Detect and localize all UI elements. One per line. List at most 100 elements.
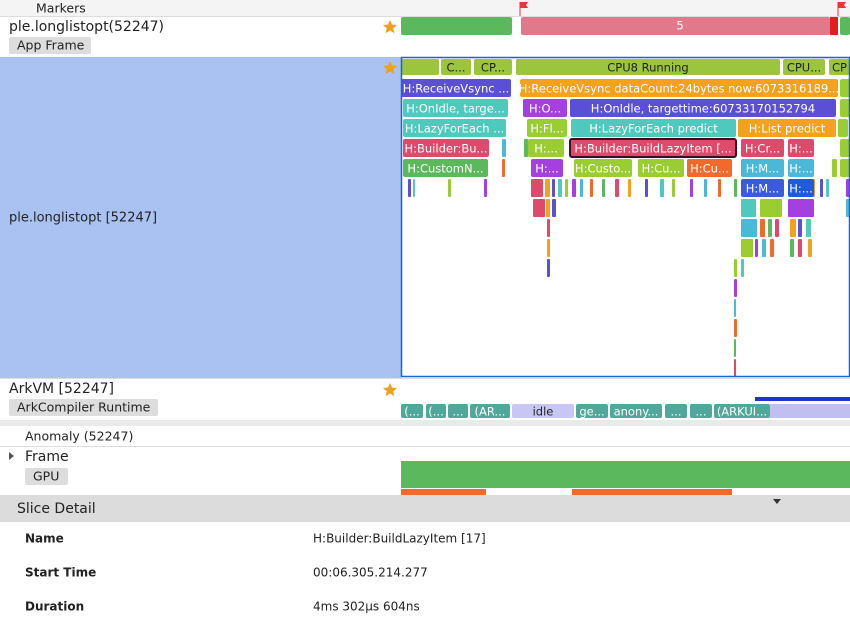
slice[interactable]	[788, 199, 814, 217]
slice[interactable]	[645, 179, 648, 197]
vm-slice[interactable]	[448, 404, 468, 418]
slice[interactable]	[403, 99, 508, 117]
slice[interactable]	[832, 159, 837, 177]
slice[interactable]	[403, 159, 488, 177]
slice[interactable]	[788, 139, 814, 157]
slice[interactable]	[531, 179, 543, 197]
slice[interactable]	[798, 239, 802, 257]
slice[interactable]	[602, 179, 605, 197]
slice[interactable]	[413, 179, 415, 197]
slice[interactable]	[403, 139, 489, 157]
slice[interactable]	[820, 179, 823, 197]
slice[interactable]	[408, 179, 411, 197]
slice[interactable]	[840, 139, 850, 157]
slice[interactable]	[524, 139, 528, 157]
slice[interactable]	[704, 179, 707, 197]
favorite-star[interactable]	[383, 20, 397, 34]
slice[interactable]	[401, 59, 439, 75]
slice[interactable]	[474, 59, 512, 75]
slice[interactable]	[628, 179, 631, 197]
slice[interactable]	[788, 179, 814, 197]
slice[interactable]	[531, 159, 563, 177]
slice[interactable]	[574, 159, 632, 177]
slice[interactable]	[738, 119, 836, 137]
vm-slice[interactable]	[576, 404, 608, 418]
slice[interactable]	[527, 119, 567, 137]
slice[interactable]	[570, 99, 836, 117]
slice[interactable]	[441, 59, 471, 75]
slice[interactable]	[775, 219, 779, 237]
slice[interactable]	[690, 179, 693, 197]
frame-slice[interactable]	[840, 17, 850, 35]
vm-slice[interactable]	[470, 404, 510, 418]
slice[interactable]	[571, 119, 736, 137]
slice[interactable]	[788, 159, 814, 177]
slice[interactable]	[523, 99, 567, 117]
slice[interactable]	[672, 179, 675, 197]
slice[interactable]	[547, 259, 550, 277]
frame-slice[interactable]	[521, 17, 830, 35]
slice[interactable]	[638, 159, 684, 177]
slice[interactable]	[734, 299, 736, 317]
slice[interactable]	[760, 219, 765, 237]
slice[interactable]	[741, 199, 756, 217]
slice[interactable]	[741, 139, 784, 157]
frame-slice[interactable]	[830, 17, 838, 35]
slice[interactable]	[448, 179, 451, 197]
slice[interactable]	[580, 179, 583, 197]
slice[interactable]	[734, 359, 736, 377]
slice[interactable]	[826, 179, 829, 197]
slice[interactable]	[533, 199, 545, 217]
slice[interactable]	[741, 259, 744, 277]
slice[interactable]	[734, 339, 736, 357]
vm-slice[interactable]	[714, 404, 770, 418]
slice[interactable]	[401, 79, 511, 97]
slice[interactable]	[687, 159, 732, 177]
vm-slice[interactable]	[610, 404, 662, 418]
slice[interactable]	[660, 179, 664, 197]
vm-slice[interactable]	[690, 404, 712, 418]
slice[interactable]	[806, 219, 811, 237]
vm-slice[interactable]	[401, 404, 423, 418]
slice[interactable]	[516, 59, 780, 75]
slice[interactable]	[840, 159, 850, 177]
slice[interactable]	[552, 179, 555, 197]
slice[interactable]	[546, 199, 550, 217]
slice[interactable]	[790, 219, 796, 237]
slice[interactable]	[528, 139, 564, 157]
slice[interactable]	[615, 179, 619, 197]
slice[interactable]	[783, 59, 825, 75]
slice[interactable]	[755, 239, 758, 257]
frame-slice[interactable]	[401, 17, 512, 35]
slice[interactable]	[798, 219, 802, 237]
slice[interactable]	[558, 179, 562, 197]
slice[interactable]	[741, 239, 753, 257]
slice[interactable]	[760, 199, 782, 217]
slice[interactable]	[484, 179, 487, 197]
favorite-star[interactable]	[383, 383, 397, 397]
slice[interactable]	[520, 79, 838, 97]
slice[interactable]	[770, 239, 774, 257]
slice[interactable]	[403, 119, 506, 137]
row-title[interactable]: Frame	[25, 449, 69, 465]
favorite-star[interactable]	[383, 61, 397, 75]
slice[interactable]	[734, 259, 737, 277]
slice[interactable]	[741, 219, 757, 237]
slice[interactable]	[840, 79, 850, 97]
slice[interactable]	[734, 179, 737, 197]
slice[interactable]	[790, 239, 794, 257]
drag-handle[interactable]	[773, 499, 781, 504]
expand-arrow[interactable]	[9, 452, 14, 460]
slice[interactable]	[734, 319, 737, 337]
slice[interactable]	[545, 179, 550, 197]
vm-slice[interactable]	[426, 404, 446, 418]
slice[interactable]	[552, 199, 556, 217]
slice[interactable]	[572, 179, 576, 197]
slice[interactable]	[502, 139, 506, 157]
slice[interactable]	[734, 279, 737, 297]
slice[interactable]	[768, 219, 772, 237]
slice[interactable]	[829, 59, 850, 75]
slice[interactable]	[718, 179, 721, 197]
slice[interactable]	[808, 239, 812, 257]
slice[interactable]	[565, 179, 568, 197]
